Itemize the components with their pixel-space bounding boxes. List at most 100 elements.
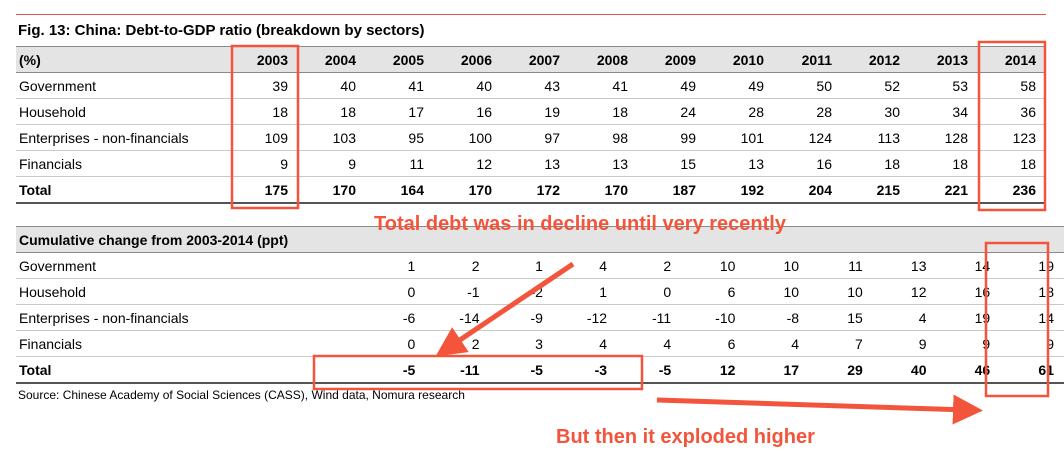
data-cell: 13 xyxy=(706,150,774,177)
row-label: Total xyxy=(16,176,228,204)
column-header-2005: 2005 xyxy=(366,46,434,73)
data-cell: -5 xyxy=(617,356,682,384)
data-cell: 28 xyxy=(774,98,842,125)
table-row: Financials 9 9 11 12 13 13 15 13 16 18 18 18 xyxy=(16,150,1046,177)
column-header-2012: 2012 xyxy=(842,46,910,73)
data-cell: 100 xyxy=(434,124,502,151)
data-cell: 30 xyxy=(842,98,910,125)
table-row: Household 0 -1 -2 1 0 6 10 10 12 16 18 xyxy=(16,278,1064,305)
data-cell: 128 xyxy=(910,124,978,151)
data-cell: 2 xyxy=(425,330,490,357)
data-cell: 0 xyxy=(617,278,682,305)
data-cell: 40 xyxy=(434,72,502,99)
debt-to-gdp-table: (%) 2003 2004 2005 2006 2007 2008 2009 2010 2011 2… xyxy=(16,46,1046,204)
data-cell: -5 xyxy=(489,356,553,384)
data-cell: -3 xyxy=(552,356,618,384)
data-cell: 50 xyxy=(774,72,842,99)
data-cell: 9 xyxy=(298,150,366,177)
data-cell: -10 xyxy=(681,304,746,331)
row-label: Financials xyxy=(16,330,299,357)
column-header-2006: 2006 xyxy=(434,46,502,73)
data-cell: 3 xyxy=(489,330,553,357)
data-cell: 6 xyxy=(681,330,746,357)
data-cell xyxy=(298,278,362,305)
column-header-2009: 2009 xyxy=(638,46,706,73)
data-cell: 41 xyxy=(570,72,638,99)
header-cell xyxy=(298,226,362,253)
data-cell: 221 xyxy=(910,176,978,204)
data-cell: 18 xyxy=(978,150,1046,177)
data-cell: 170 xyxy=(298,176,366,204)
data-cell: 124 xyxy=(774,124,842,151)
data-cell: 101 xyxy=(706,124,774,151)
data-cell: 19 xyxy=(936,304,1001,331)
data-cell: 61 xyxy=(1000,356,1064,384)
table-header-label: (%) xyxy=(16,46,228,73)
data-cell xyxy=(298,252,362,279)
data-cell: 11 xyxy=(366,150,434,177)
header-cell xyxy=(552,226,618,253)
data-cell: 12 xyxy=(681,356,746,384)
table-header-row: (%) 2003 2004 2005 2006 2007 2008 2009 2010 2011 2… xyxy=(16,46,1046,73)
data-cell: -9 xyxy=(489,304,553,331)
data-cell: 215 xyxy=(842,176,910,204)
table-row: Total -5 -11 -5 -3 -5 12 17 29 40 46 61 xyxy=(16,356,1064,384)
data-cell: 204 xyxy=(774,176,842,204)
data-cell: 53 xyxy=(910,72,978,99)
data-cell: 18 xyxy=(910,150,978,177)
row-label: Government xyxy=(16,72,228,99)
data-cell: 187 xyxy=(638,176,706,204)
data-cell: 4 xyxy=(552,330,618,357)
data-cell: 18 xyxy=(1000,278,1064,305)
data-cell: 2 xyxy=(425,252,490,279)
data-cell: 34 xyxy=(910,98,978,125)
table-row: Total 175 170 164 170 172 170 187 192 204 215 221 23… xyxy=(16,176,1046,204)
column-header-2014: 2014 xyxy=(978,46,1046,73)
column-header-2013: 2013 xyxy=(910,46,978,73)
data-cell: 16 xyxy=(936,278,1001,305)
data-cell: 2 xyxy=(617,252,682,279)
arrow-exploded xyxy=(656,394,983,425)
data-cell: 14 xyxy=(1000,304,1064,331)
data-cell: 12 xyxy=(872,278,937,305)
data-cell: 18 xyxy=(228,98,298,125)
data-cell: 36 xyxy=(978,98,1046,125)
data-cell: -14 xyxy=(425,304,490,331)
data-cell: 98 xyxy=(570,124,638,151)
data-cell: 49 xyxy=(706,72,774,99)
data-cell: 29 xyxy=(809,356,873,384)
row-label: Household xyxy=(16,98,228,125)
row-label: Financials xyxy=(16,150,228,177)
data-cell: 18 xyxy=(570,98,638,125)
data-cell: 52 xyxy=(842,72,910,99)
row-label: Household xyxy=(16,278,299,305)
data-cell: 109 xyxy=(228,124,298,151)
table-row: Government 39 40 41 40 43 41 49 49 50 52 53 58 xyxy=(16,72,1046,99)
data-cell: 236 xyxy=(978,176,1046,204)
data-cell: 6 xyxy=(681,278,746,305)
data-cell: -2 xyxy=(489,278,553,305)
header-cell xyxy=(809,226,873,253)
data-cell: 164 xyxy=(366,176,434,204)
data-cell xyxy=(298,330,362,357)
data-cell: 16 xyxy=(434,98,502,125)
data-cell: 39 xyxy=(228,72,298,99)
data-cell xyxy=(298,356,362,384)
table-row: Government 1 2 1 4 2 10 10 11 13 14 19 xyxy=(16,252,1064,279)
data-cell: -8 xyxy=(745,304,810,331)
data-cell: 1 xyxy=(552,278,618,305)
row-label: Enterprises - non-financials xyxy=(16,124,228,151)
data-cell: 15 xyxy=(809,304,873,331)
data-cell: 11 xyxy=(809,252,873,279)
row-label: Total xyxy=(16,356,299,384)
column-header-2003: 2003 xyxy=(228,46,298,73)
column-header-2008: 2008 xyxy=(570,46,638,73)
data-cell: 19 xyxy=(502,98,570,125)
source-note: Source: Chinese Academy of Social Scienc… xyxy=(18,388,465,402)
data-cell: 13 xyxy=(502,150,570,177)
data-cell: -1 xyxy=(425,278,490,305)
data-cell: 19 xyxy=(1000,252,1064,279)
data-cell: -11 xyxy=(617,304,682,331)
data-cell: 10 xyxy=(681,252,746,279)
data-cell: 103 xyxy=(298,124,366,151)
